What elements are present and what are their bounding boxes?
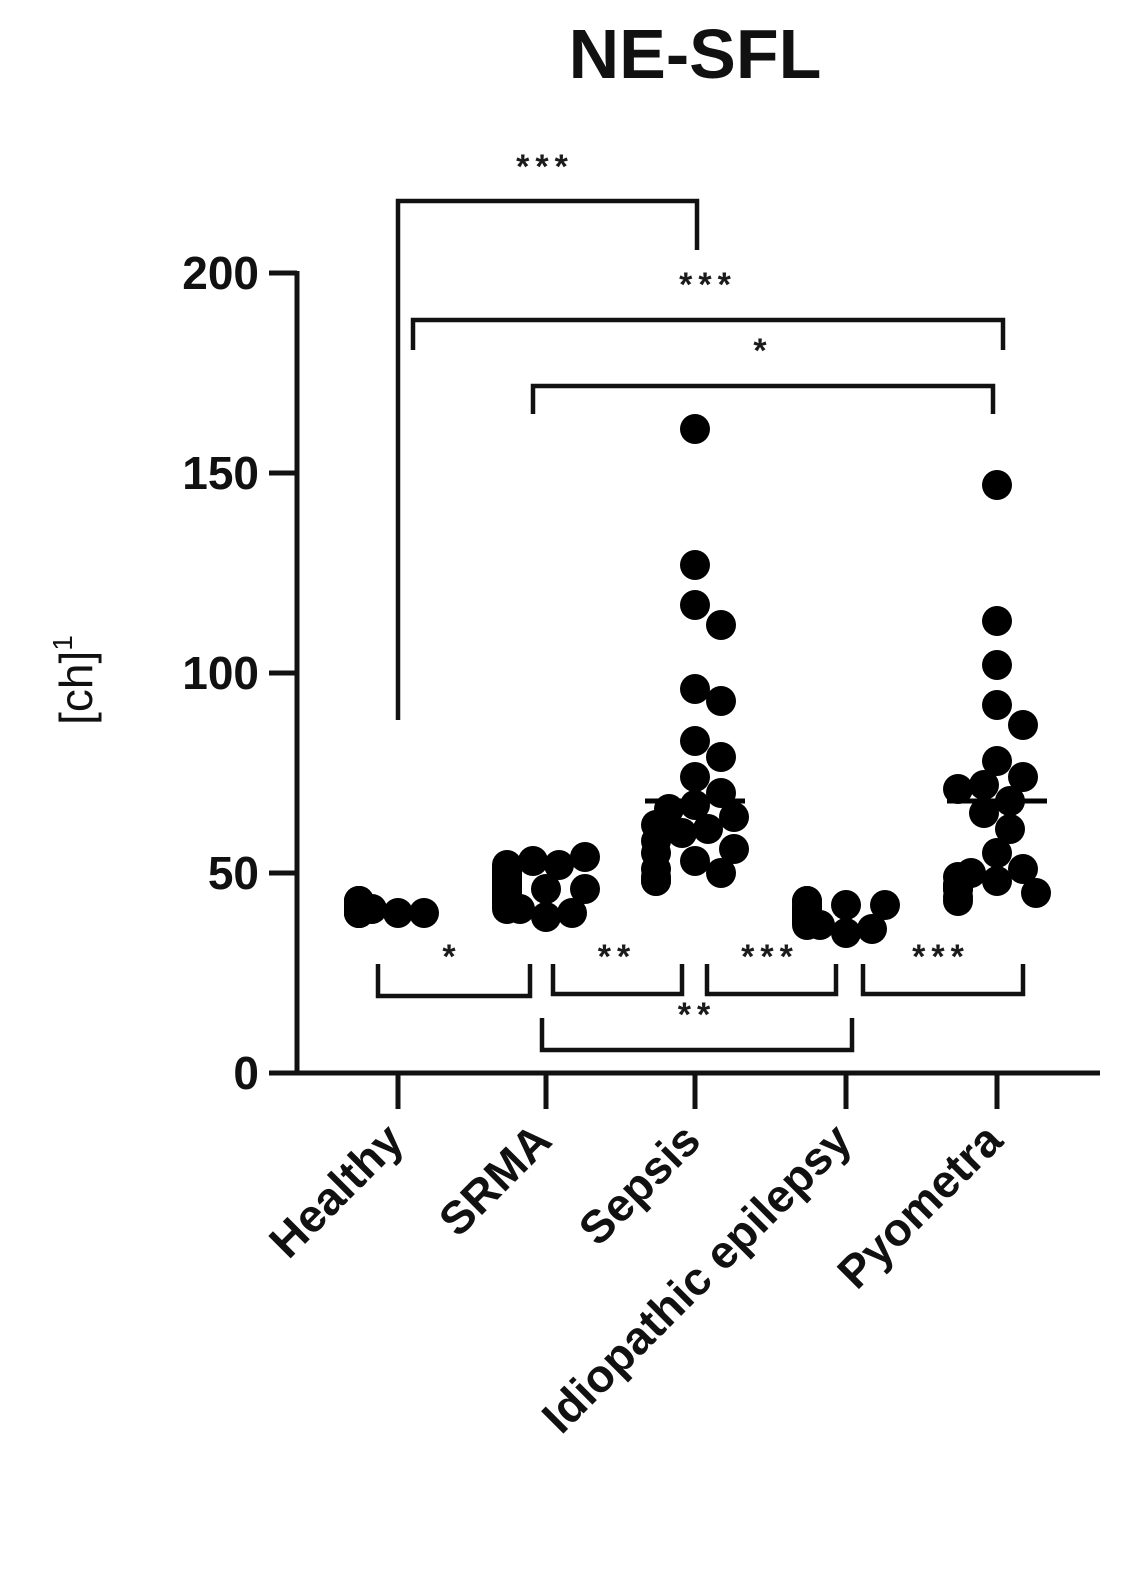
- data-point: [943, 886, 973, 916]
- data-point: [531, 874, 561, 904]
- data-point: [943, 774, 973, 804]
- data-point: [831, 890, 861, 920]
- data-point: [680, 674, 710, 704]
- data-point: [719, 802, 749, 832]
- data-point: [680, 726, 710, 756]
- data-point: [719, 834, 749, 864]
- data-point: [492, 886, 522, 916]
- data-point: [344, 890, 374, 920]
- y-tick-label: 150: [182, 447, 259, 499]
- data-point: [706, 742, 736, 772]
- x-tick-label: Healthy: [259, 1113, 414, 1268]
- data-point: [982, 606, 1012, 636]
- significance-bracket: [550, 964, 685, 997]
- significance-label: ***: [516, 148, 574, 186]
- data-point: [995, 814, 1025, 844]
- significance-bracket: [530, 383, 996, 414]
- y-axis-label: [ch]1: [47, 635, 102, 725]
- significance-bracket: [539, 1018, 855, 1053]
- y-tick-label: 50: [208, 847, 259, 899]
- data-point: [667, 818, 697, 848]
- significance-label: *: [753, 332, 772, 370]
- data-point: [982, 650, 1012, 680]
- data-point: [518, 846, 548, 876]
- y-tick-label: 0: [233, 1047, 259, 1099]
- data-point: [641, 866, 671, 896]
- data-point: [969, 770, 999, 800]
- y-axis-label-superscript: 1: [47, 635, 78, 651]
- data-point: [680, 414, 710, 444]
- data-point: [831, 918, 861, 948]
- data-point: [982, 746, 1012, 776]
- x-tick-label: SRMA: [429, 1113, 562, 1246]
- data-point: [557, 898, 587, 928]
- chart-title: NE-SFL: [569, 15, 822, 93]
- significance-label: *: [442, 938, 461, 976]
- data-point: [870, 890, 900, 920]
- significance-label: **: [598, 938, 636, 976]
- data-point: [570, 842, 600, 872]
- x-tick-label: Pyometra: [827, 1113, 1012, 1298]
- data-point: [680, 762, 710, 792]
- data-point: [531, 902, 561, 932]
- significance-bracket: [395, 198, 700, 720]
- data-point: [706, 610, 736, 640]
- data-point: [570, 874, 600, 904]
- data-point: [492, 850, 522, 880]
- significance-bracket: [375, 964, 533, 999]
- significance-bracket: [704, 964, 839, 997]
- data-point: [693, 814, 723, 844]
- data-point: [1008, 762, 1038, 792]
- data-point: [680, 590, 710, 620]
- data-point: [982, 690, 1012, 720]
- data-point: [1021, 878, 1051, 908]
- data-point: [1008, 854, 1038, 884]
- y-tick-label: 100: [182, 647, 259, 699]
- data-point: [969, 798, 999, 828]
- data-point: [792, 906, 822, 936]
- svg-text:[ch]1: [ch]1: [47, 635, 102, 725]
- significance-bracket: [860, 964, 1026, 997]
- data-point: [680, 846, 710, 876]
- data-point: [982, 866, 1012, 896]
- data-point: [982, 470, 1012, 500]
- significance-bracket: [410, 317, 1006, 350]
- significance-label: **: [678, 996, 716, 1034]
- y-tick-label: 200: [182, 247, 259, 299]
- significance-label: ***: [741, 938, 799, 976]
- data-point: [680, 550, 710, 580]
- y-axis-label-text: [ch]: [50, 651, 102, 725]
- data-point: [706, 858, 736, 888]
- data-point: [982, 838, 1012, 868]
- x-tick-label: Sepsis: [568, 1113, 710, 1255]
- data-points: [344, 414, 1051, 948]
- significance-label: ***: [912, 938, 970, 976]
- significance-label: ***: [679, 266, 737, 304]
- significance-brackets: ******** ** *** *****: [375, 148, 1026, 1053]
- data-point: [706, 686, 736, 716]
- data-point: [383, 898, 413, 928]
- data-point: [857, 914, 887, 944]
- data-point: [409, 898, 439, 928]
- data-point: [544, 850, 574, 880]
- data-point: [1008, 710, 1038, 740]
- data-point: [680, 790, 710, 820]
